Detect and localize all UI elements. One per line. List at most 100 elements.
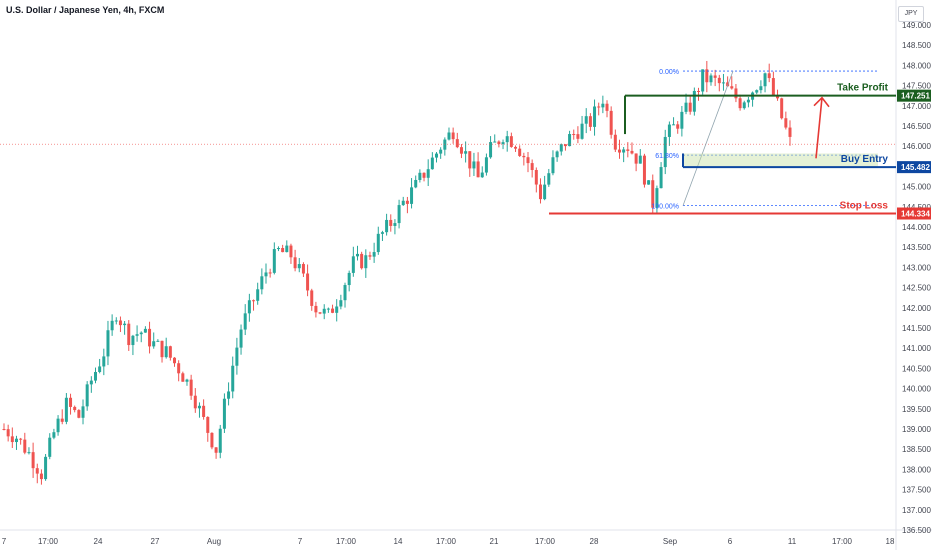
candle-body xyxy=(86,384,89,406)
candle-body xyxy=(335,306,338,312)
level-label: Buy Entry xyxy=(841,154,889,165)
candle-body xyxy=(260,276,263,289)
candle-body xyxy=(556,151,559,157)
candle-body xyxy=(443,140,446,150)
candle-body xyxy=(173,358,176,363)
candle-body xyxy=(339,300,342,306)
candle-body xyxy=(730,86,733,88)
candle-body xyxy=(406,201,409,204)
candles xyxy=(3,61,792,485)
candle-body xyxy=(294,257,297,268)
candle-body xyxy=(564,144,567,146)
candle-body xyxy=(589,116,592,127)
candle-body xyxy=(680,112,683,129)
candle-body xyxy=(156,341,159,342)
level-badge-value: 147.251 xyxy=(901,92,930,101)
price-tick-label: 142.000 xyxy=(902,304,931,313)
candle-body xyxy=(190,380,193,396)
candle-body xyxy=(69,398,72,407)
candle-body xyxy=(348,273,351,285)
candle-body xyxy=(144,329,147,333)
candle-body xyxy=(510,136,513,147)
candle-body xyxy=(111,321,114,330)
candle-body xyxy=(734,88,737,98)
candle-body xyxy=(240,330,243,348)
time-tick-label: 27 xyxy=(151,537,160,546)
projection-arrow xyxy=(816,98,822,159)
candle-body xyxy=(44,457,47,479)
price-tick-label: 148.000 xyxy=(902,61,931,70)
candle-body xyxy=(310,290,313,305)
time-tick-label: 28 xyxy=(590,537,599,546)
price-tick-label: 137.000 xyxy=(902,506,931,515)
candle-body xyxy=(48,438,51,457)
candle-body xyxy=(743,102,746,108)
candle-body xyxy=(626,149,629,150)
candle-body xyxy=(572,134,575,135)
candle-body xyxy=(385,220,388,232)
candle-body xyxy=(314,306,317,312)
candle-body xyxy=(373,252,376,257)
candle-body xyxy=(177,363,180,373)
candle-body xyxy=(676,124,679,128)
candle-body xyxy=(127,324,130,345)
candle-body xyxy=(427,169,430,178)
candle-body xyxy=(169,346,172,358)
candle-body xyxy=(606,104,609,111)
candle-body xyxy=(747,100,750,103)
candle-body xyxy=(502,142,505,144)
candle-body xyxy=(630,151,633,154)
candle-body xyxy=(11,436,14,442)
candle-body xyxy=(61,419,64,422)
candle-body xyxy=(377,234,380,252)
candle-body xyxy=(393,223,396,226)
candle-body xyxy=(119,320,122,325)
candle-body xyxy=(481,173,484,178)
candle-body xyxy=(73,407,76,410)
candle-body xyxy=(622,149,625,152)
price-tick-label: 147.500 xyxy=(902,82,931,91)
candle-body xyxy=(82,406,85,417)
time-tick-label: 11 xyxy=(788,537,797,546)
fib-level-label: 61.80% xyxy=(655,153,679,160)
candle-body xyxy=(639,156,642,164)
candle-body xyxy=(148,329,151,347)
candle-body xyxy=(23,440,26,453)
candle-body xyxy=(32,452,35,468)
candle-body xyxy=(668,125,671,137)
candle-body xyxy=(460,147,463,154)
time-tick-label: 17:00 xyxy=(832,537,853,546)
candle-body xyxy=(768,73,771,78)
candle-body xyxy=(597,106,600,107)
price-tick-label: 148.500 xyxy=(902,41,931,50)
candle-body xyxy=(506,136,509,142)
candle-body xyxy=(106,330,109,356)
candle-body xyxy=(647,180,650,184)
candle-body xyxy=(123,324,126,325)
price-tick-label: 139.500 xyxy=(902,405,931,414)
candle-body xyxy=(40,474,43,479)
candle-body xyxy=(439,150,442,154)
candle-body xyxy=(514,147,517,149)
candle-body xyxy=(269,272,272,273)
candle-body xyxy=(701,69,704,91)
candle-body xyxy=(693,91,696,112)
candle-body xyxy=(789,128,792,137)
candle-body xyxy=(219,429,222,453)
time-tick-label: 17:00 xyxy=(535,537,556,546)
candle-body xyxy=(364,255,367,268)
candle-body xyxy=(601,104,604,108)
price-tick-label: 140.500 xyxy=(902,364,931,373)
level-badge-value: 144.334 xyxy=(901,210,930,219)
candle-body xyxy=(722,82,725,83)
candle-body xyxy=(714,75,717,77)
level-badge-value: 145.482 xyxy=(901,163,930,172)
candle-body xyxy=(389,220,392,226)
candle-body xyxy=(585,116,588,124)
candle-body xyxy=(298,264,301,268)
candle-body xyxy=(19,439,22,440)
candle-body xyxy=(539,185,542,200)
candle-body xyxy=(185,380,188,382)
candle-body xyxy=(456,139,459,147)
